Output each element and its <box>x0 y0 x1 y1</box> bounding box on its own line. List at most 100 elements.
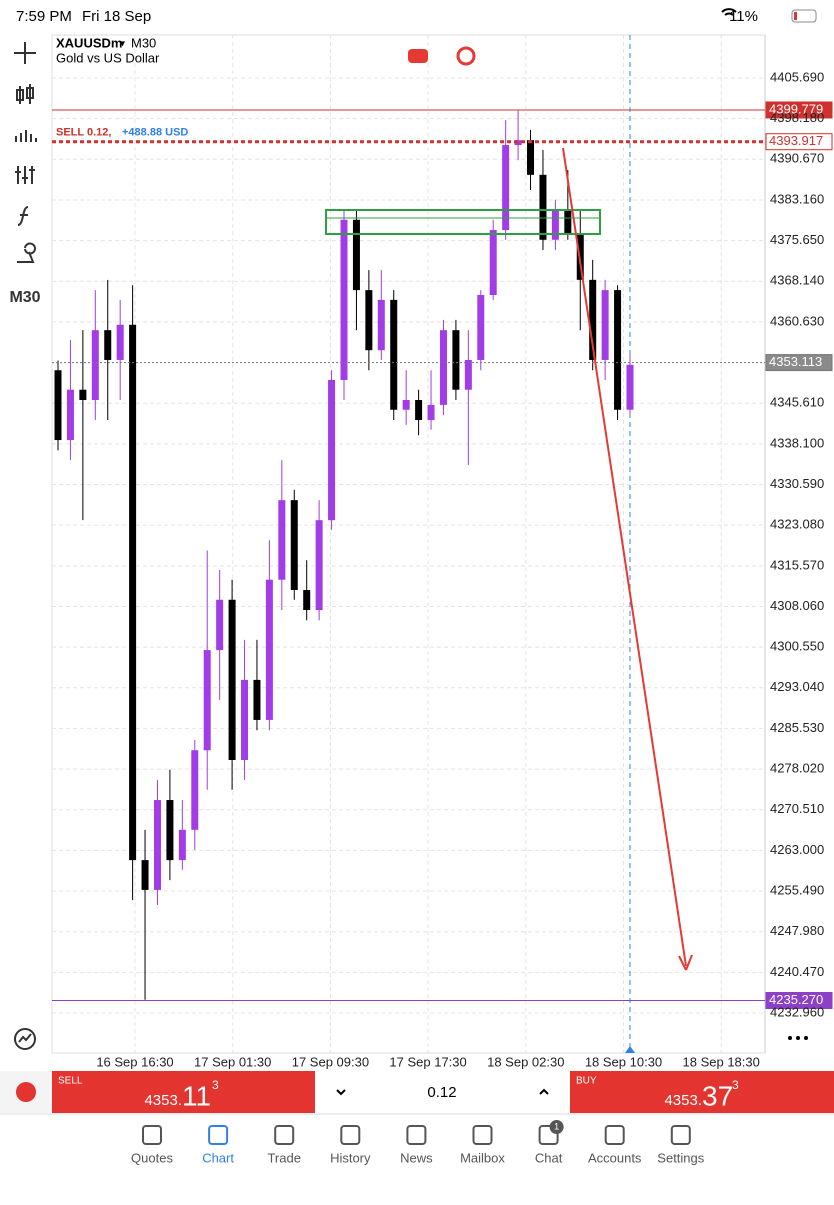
candle-body <box>477 294 485 360</box>
symbol-description: Gold vs US Dollar <box>56 50 160 65</box>
candle-body <box>216 599 224 651</box>
candle-body <box>415 400 423 421</box>
nav-label[interactable]: News <box>400 1150 433 1165</box>
candle-body <box>328 379 336 521</box>
y-tick-label: 4398.180 <box>770 110 824 125</box>
chart-type-tool[interactable] <box>16 84 34 104</box>
y-tick-label: 4330.590 <box>770 476 824 491</box>
position-profit: +488.88 USD <box>122 127 188 139</box>
analysis-tool-line <box>18 1033 32 1043</box>
sell-price-small: 3 <box>212 1078 219 1092</box>
candle-body <box>377 299 385 351</box>
nav-label[interactable]: Mailbox <box>460 1150 505 1165</box>
y-tick-label: 4263.000 <box>770 842 824 857</box>
price-level-box <box>765 133 833 151</box>
candle-body <box>129 324 137 861</box>
x-tick-label: 17 Sep 01:30 <box>194 1054 271 1069</box>
y-tick-label: 4278.020 <box>770 761 824 776</box>
candle-body <box>253 679 261 720</box>
candle-body <box>614 290 622 410</box>
y-tick-label: 4315.570 <box>770 557 824 572</box>
buy-label: BUY <box>576 1076 597 1087</box>
y-tick-label: 4390.670 <box>770 151 824 166</box>
volume[interactable]: 0.12 <box>427 1084 456 1101</box>
status-time: 7:59 PM <box>16 8 72 25</box>
candle-body <box>352 219 360 291</box>
y-tick-label: 4247.980 <box>770 923 824 938</box>
price-level-box <box>765 354 833 372</box>
timeframe-button[interactable]: M30 <box>9 289 40 306</box>
nav-label[interactable]: Chat <box>535 1150 563 1165</box>
price-level-label: 4399.779 <box>769 101 823 116</box>
nav-label[interactable]: Settings <box>657 1150 704 1165</box>
nav-label[interactable]: Trade <box>267 1150 300 1165</box>
price-level-label: 4235.270 <box>769 992 823 1007</box>
candle-body <box>601 290 609 360</box>
y-tick-label: 4255.490 <box>770 882 824 897</box>
nav-icon[interactable] <box>472 1125 493 1145</box>
candle-body <box>178 829 186 861</box>
indicators-tool[interactable] <box>15 130 37 142</box>
analysis-tool[interactable] <box>14 1028 36 1050</box>
x-tick-label: 18 Sep 02:30 <box>487 1054 564 1069</box>
candle-body <box>551 210 559 240</box>
one-click-toggle[interactable] <box>16 1082 36 1102</box>
candle-body <box>54 370 62 441</box>
sell-button[interactable] <box>52 1071 315 1113</box>
candle-body <box>340 219 348 380</box>
buy-button[interactable] <box>570 1071 834 1113</box>
y-tick-label: 4293.040 <box>770 679 824 694</box>
objects-tool[interactable] <box>17 242 36 263</box>
nav-label[interactable]: Accounts <box>588 1150 642 1165</box>
candle-body <box>290 500 298 591</box>
price-level-label: 4353.113 <box>769 354 822 369</box>
one-click-icon[interactable] <box>408 49 428 63</box>
nav-label[interactable]: History <box>330 1150 371 1165</box>
y-tick-label: 4308.060 <box>770 598 824 613</box>
wifi-icon <box>721 8 737 16</box>
nav-label[interactable]: Chart <box>202 1150 234 1165</box>
candle-body <box>166 800 174 861</box>
volume-down[interactable] <box>336 1089 346 1096</box>
symbol[interactable]: XAUUSDm <box>56 35 122 50</box>
y-tick-label: 4383.160 <box>770 191 824 206</box>
candle-body <box>278 500 286 580</box>
nav-icon[interactable] <box>208 1125 229 1145</box>
more-dot[interactable] <box>796 1036 800 1040</box>
candle-body <box>315 520 323 611</box>
nav-icon[interactable] <box>538 1125 559 1145</box>
candle-body <box>191 750 199 830</box>
candle-body <box>91 330 99 401</box>
nav-icon[interactable] <box>142 1125 162 1145</box>
sync-icon[interactable] <box>456 46 476 66</box>
more-dot[interactable] <box>788 1036 792 1040</box>
nav-icon[interactable] <box>406 1125 427 1145</box>
y-tick-label: 4300.550 <box>770 639 824 654</box>
position-side: SELL 0.12, <box>56 127 111 139</box>
sell-price-main: 4353. <box>144 1092 182 1109</box>
current-time-marker <box>625 1046 635 1053</box>
crosshair-tool[interactable] <box>14 42 36 64</box>
y-tick-label: 4375.650 <box>770 232 824 247</box>
chart-frame <box>51 34 766 1054</box>
price-level-label: 4393.917 <box>769 133 823 148</box>
more-dot[interactable] <box>804 1036 808 1040</box>
candle-body <box>66 389 74 441</box>
candle-body <box>390 299 398 410</box>
function-tool[interactable] <box>17 206 29 226</box>
status-battery: 11% <box>729 8 758 25</box>
nav-icon[interactable] <box>274 1125 295 1145</box>
y-tick-label: 4405.690 <box>770 69 824 84</box>
x-tick-label: 16 Sep 16:30 <box>96 1054 173 1069</box>
battery-level <box>794 12 797 20</box>
nav-icon[interactable] <box>340 1125 361 1145</box>
zone-rectangle <box>325 209 601 235</box>
nav-icon[interactable] <box>670 1125 691 1145</box>
nav-label[interactable]: Quotes <box>131 1150 173 1165</box>
price-level-box <box>765 101 833 119</box>
nav-icon[interactable] <box>604 1125 625 1145</box>
settings-tool[interactable] <box>15 166 35 184</box>
volume-up[interactable] <box>539 1088 549 1095</box>
candle-body <box>514 140 522 146</box>
nav-badge <box>549 1120 564 1134</box>
